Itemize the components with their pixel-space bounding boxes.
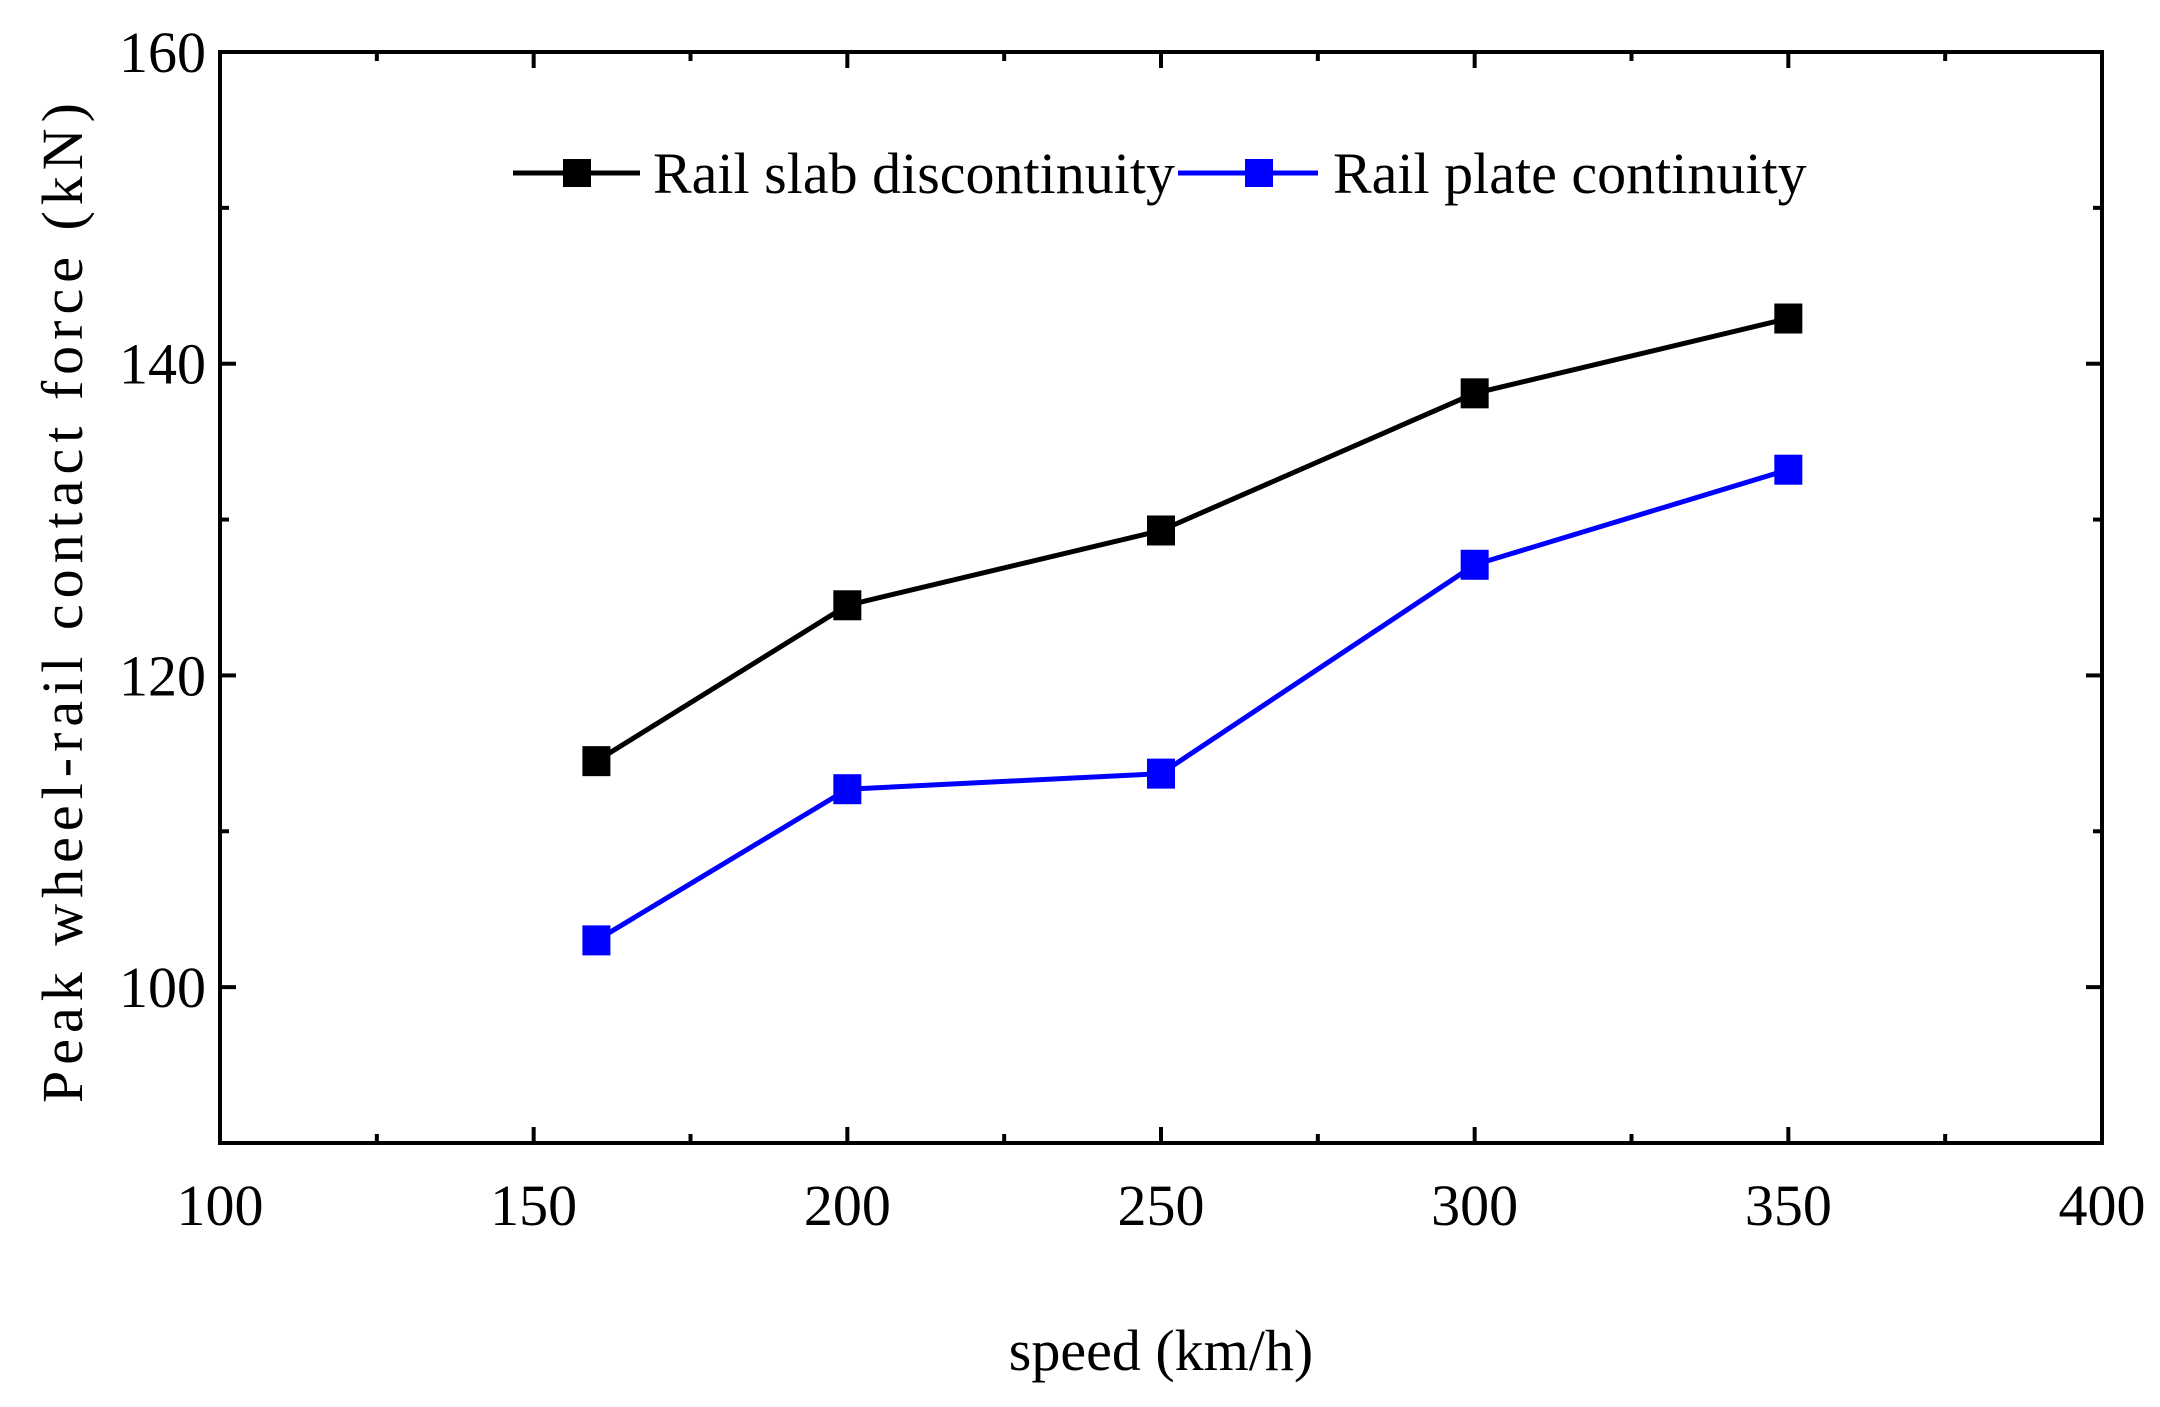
y-tick-label: 140 xyxy=(119,332,206,397)
plot-frame xyxy=(218,50,2104,1145)
legend-marker-series-2 xyxy=(1245,159,1273,187)
y-axis-ticks: 100 120 140 160 xyxy=(119,20,2102,1020)
x-tick-label: 400 xyxy=(2059,1173,2146,1238)
series-1-point xyxy=(1147,515,1175,546)
x-tick-label: 200 xyxy=(804,1173,891,1238)
series-1-point xyxy=(1460,378,1489,409)
x-tick-label: 300 xyxy=(1431,1173,1518,1238)
series-2-point xyxy=(1147,758,1175,789)
x-tick-label: 350 xyxy=(1745,1173,1832,1238)
series-2-point xyxy=(1460,549,1489,580)
series-line-1 xyxy=(595,316,1789,764)
legend-marker-series-1 xyxy=(563,159,591,187)
x-axis-ticks: 100 150 200 250 300 350 400 xyxy=(177,52,2146,1238)
series-1-point xyxy=(833,590,862,621)
series-1-point xyxy=(582,746,611,777)
legend: Rail slab discontinuity Rail plate conti… xyxy=(513,141,1807,206)
legend-label-series-2: Rail plate continuity xyxy=(1333,141,1807,206)
series-layer xyxy=(582,303,1803,956)
y-tick-label: 100 xyxy=(119,955,206,1020)
x-axis-title: speed (km/h) xyxy=(1009,1318,1313,1383)
legend-label-series-1: Rail slab discontinuity xyxy=(653,141,1175,206)
x-tick-label: 100 xyxy=(177,1173,264,1238)
x-tick-label: 250 xyxy=(1118,1173,1205,1238)
y-tick-label: 120 xyxy=(119,643,206,708)
y-axis-title: Peak wheel-rail contact force (kN) xyxy=(30,97,95,1103)
series-2-point xyxy=(582,925,611,956)
series-2-point xyxy=(833,774,862,805)
y-tick-label: 160 xyxy=(119,20,206,85)
series-line-2 xyxy=(595,467,1790,943)
series-2-point xyxy=(1774,454,1803,485)
series-1-point xyxy=(1774,303,1803,334)
x-tick-label: 150 xyxy=(490,1173,577,1238)
